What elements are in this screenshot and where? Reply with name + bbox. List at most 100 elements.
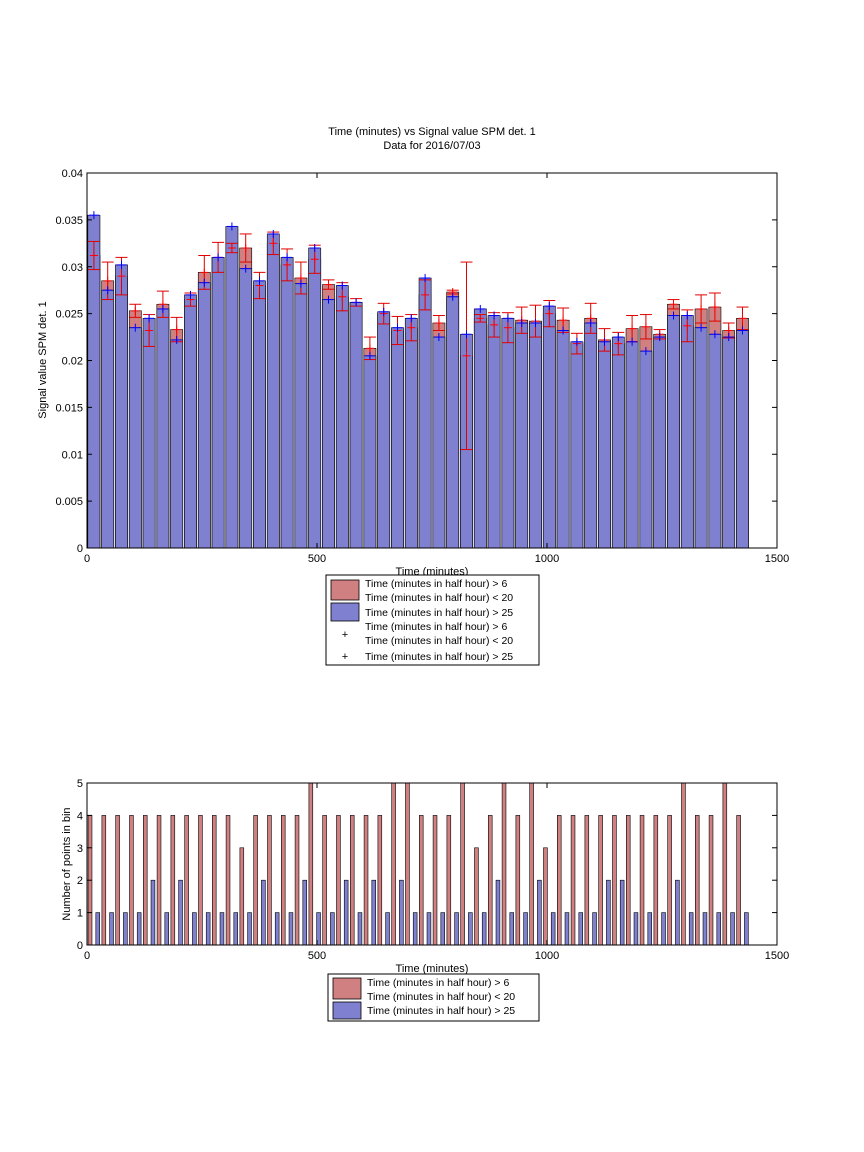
chart1-legend: Time (minutes in half hour) > 6 Time (mi… bbox=[325, 574, 540, 666]
chart2-bar-red bbox=[570, 815, 576, 946]
chart2-bar-red bbox=[267, 815, 272, 946]
chart2-bar-blue bbox=[702, 912, 708, 946]
chart1-title: Time (minutes) vs Signal value SPM det. … bbox=[328, 126, 535, 138]
chart2-bar-red bbox=[639, 815, 645, 946]
chart1-bar-blue bbox=[556, 330, 570, 549]
chart2-bar-red bbox=[681, 782, 686, 946]
chart1-bar-blue bbox=[101, 289, 115, 549]
chart1-ytick-label: 0 bbox=[77, 543, 83, 555]
chart2-xtick-label: 0 bbox=[84, 950, 90, 962]
chart1-ytick-label: 0.005 bbox=[55, 496, 83, 508]
chart2-bar-red bbox=[225, 815, 231, 946]
chart1-bar-blue bbox=[184, 294, 197, 549]
chart1-bar-blue bbox=[529, 322, 542, 549]
chart2-bar-red bbox=[198, 815, 203, 946]
chart2-bar-blue bbox=[150, 879, 156, 946]
chart2-bar-blue bbox=[261, 879, 266, 946]
chart2-bar-blue bbox=[688, 912, 694, 946]
chart2-bar-blue bbox=[178, 879, 183, 946]
legend-label-red-markers-2: Time (minutes in half hour) < 20 bbox=[365, 635, 513, 647]
chart2-bar-blue bbox=[495, 879, 501, 946]
chart2-bar-red bbox=[460, 782, 465, 946]
chart2-bar-blue bbox=[564, 912, 570, 946]
chart2-bar-red bbox=[432, 815, 438, 946]
chart2-bar-red bbox=[722, 782, 728, 946]
chart2-bar-blue bbox=[716, 912, 721, 946]
chart2-bar-blue bbox=[205, 912, 211, 946]
chart2-bar-red bbox=[598, 815, 603, 946]
chart2-bar-blue bbox=[247, 912, 252, 946]
chart1-bar-blue bbox=[446, 296, 460, 549]
chart1-bar-blue bbox=[225, 226, 239, 549]
chart1-bar-blue bbox=[736, 330, 749, 549]
chart2-bar-blue bbox=[399, 879, 404, 946]
chart2-bar-blue bbox=[219, 912, 225, 946]
chart2-bar-blue bbox=[357, 912, 363, 946]
legend-label-blue-bars: Time (minutes in half hour) > 25 bbox=[365, 607, 513, 619]
chart2-bar-blue bbox=[123, 912, 128, 946]
chart2-bar-blue bbox=[592, 912, 597, 946]
chart1-markers bbox=[88, 211, 748, 360]
chart2-bar-red bbox=[695, 815, 700, 946]
chart1-bar-blue bbox=[487, 315, 501, 549]
chart2-bar-red bbox=[543, 847, 548, 946]
chart1-bar-blue bbox=[584, 322, 598, 549]
chart2-bar-red bbox=[101, 815, 107, 946]
chart1-bar-blue bbox=[708, 333, 722, 549]
chart2-bar-blue bbox=[730, 912, 735, 946]
chart2-bar-blue bbox=[440, 912, 445, 946]
chart1-subtitle: Data for 2016/07/03 bbox=[383, 140, 480, 152]
chart2-bar-blue bbox=[647, 912, 652, 946]
chart1-bar-blue bbox=[156, 308, 170, 549]
chart2-blue-bars bbox=[95, 879, 749, 946]
chart2-bar-red bbox=[488, 815, 493, 946]
chart2-ytick-label: 3 bbox=[77, 843, 83, 855]
chart1-bar-blue bbox=[639, 350, 653, 549]
legend2-swatch-blue-bars bbox=[332, 1001, 362, 1020]
chart2-bar-blue bbox=[675, 879, 680, 946]
chart2-bar-blue bbox=[537, 879, 542, 946]
chart2-bar-red bbox=[405, 782, 410, 946]
chart2-bar-blue bbox=[274, 912, 280, 946]
chart2-bar-blue bbox=[606, 879, 611, 946]
chart2-bar-red bbox=[350, 815, 355, 946]
chart2-xtick-label: 1000 bbox=[535, 950, 559, 962]
chart2-bar-blue bbox=[164, 912, 169, 946]
legend-label-blue-markers: Time (minutes in half hour) > 25 bbox=[365, 651, 513, 663]
chart2-bar-blue bbox=[371, 879, 376, 946]
chart2-bar-red bbox=[557, 815, 562, 946]
chart1-xtick-label: 1000 bbox=[535, 553, 559, 565]
chart1-bar-blue bbox=[625, 341, 639, 549]
chart1-xtick-label: 500 bbox=[308, 553, 326, 565]
chart2-bar-red bbox=[708, 815, 714, 946]
chart2-bar-blue bbox=[288, 912, 294, 946]
chart1-ytick-label: 0.025 bbox=[55, 309, 83, 321]
chart2-bar-red bbox=[377, 815, 383, 946]
chart1-bar-blue bbox=[128, 327, 142, 549]
chart1-bar-blue bbox=[391, 327, 404, 549]
chart2-bar-red bbox=[239, 847, 245, 946]
chart2-bar-blue bbox=[136, 912, 142, 946]
chart2-bar-blue bbox=[233, 912, 238, 946]
chart2-bar-red bbox=[294, 815, 300, 946]
legend-label-red-bars-2: Time (minutes in half hour) < 20 bbox=[365, 592, 513, 604]
chart2-bar-red bbox=[308, 782, 314, 946]
chart2-xtick-label: 1500 bbox=[765, 950, 789, 962]
chart2-bar-blue bbox=[661, 912, 666, 946]
chart1-ytick-label: 0.03 bbox=[62, 262, 83, 274]
chart1-ytick-label: 0.015 bbox=[55, 402, 83, 414]
chart1-bar-blue bbox=[335, 285, 349, 549]
chart2-bar-blue bbox=[330, 912, 335, 946]
chart2-bar-red bbox=[170, 815, 176, 946]
chart2-bar-blue bbox=[578, 912, 583, 946]
chart1-bar-blue bbox=[211, 257, 225, 549]
legend2-label-red-bars: Time (minutes in half hour) > 6 bbox=[367, 977, 509, 989]
chart2-bar-red bbox=[515, 815, 521, 946]
chart2-bar-red bbox=[115, 815, 120, 946]
chart1-bar-blue bbox=[404, 318, 418, 549]
chart2-bar-blue bbox=[109, 912, 114, 946]
chart2-bar-blue bbox=[385, 912, 390, 946]
chart2-xtick-label: 500 bbox=[308, 950, 326, 962]
chart2-bar-red bbox=[736, 815, 741, 946]
chart2-bar-red bbox=[363, 815, 369, 946]
